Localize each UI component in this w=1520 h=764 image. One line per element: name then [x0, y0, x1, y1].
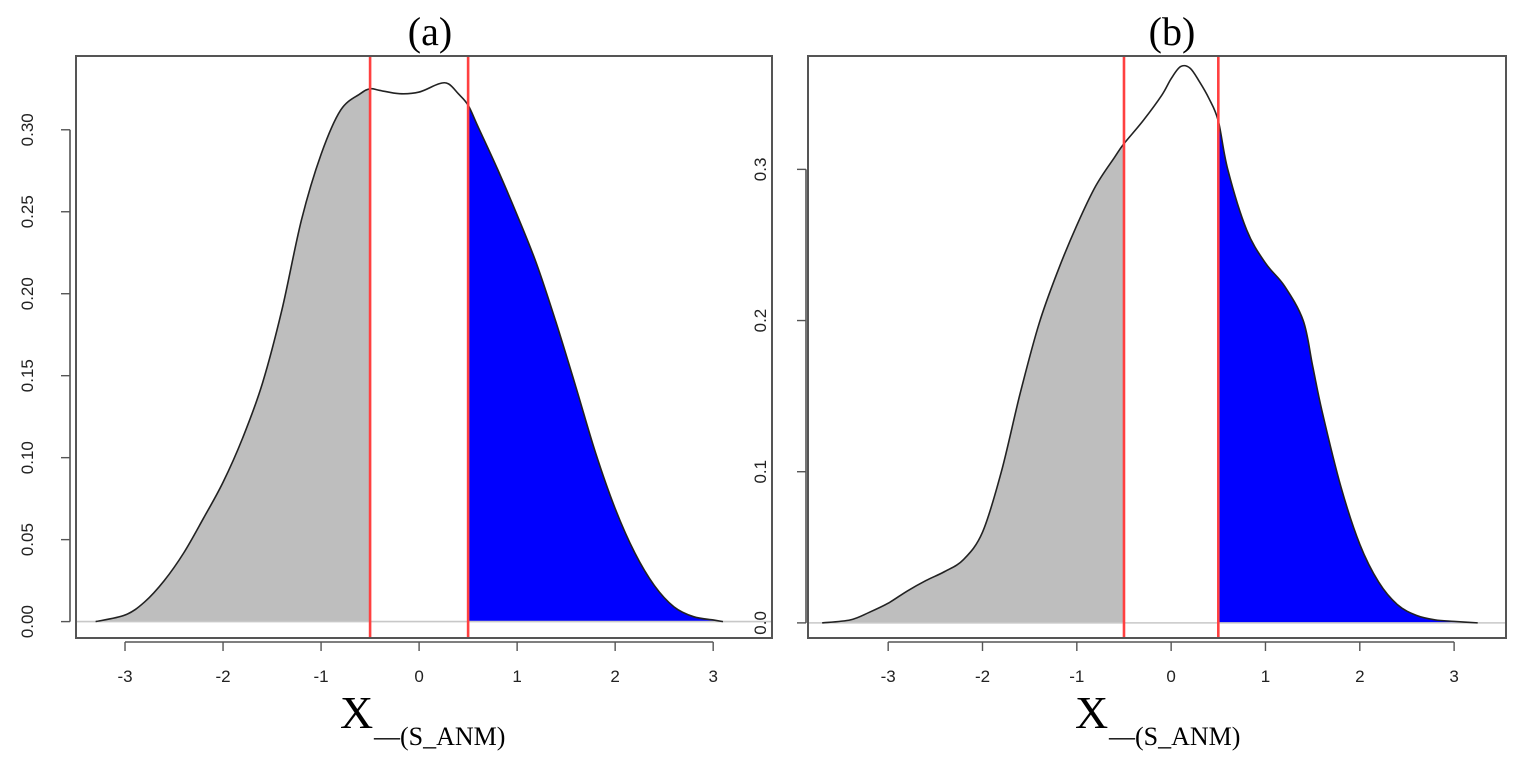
x-axis-label-subscript: —(S_ANM): [373, 722, 505, 751]
x-tick-label: 2: [610, 667, 619, 686]
density-curve: [822, 64, 1478, 624]
x-tick-label: -2: [215, 667, 230, 686]
panel-b: -3 -2 -1 0 1 2 3 0.0 0.1 0.2 0.3 (b) X —(S_ANM): [751, 9, 1507, 751]
right-tail-area: [1218, 121, 1478, 623]
y-tick-label: 0.05: [18, 523, 37, 556]
y-tick-label: 0.20: [18, 277, 37, 310]
x-axis-label-subscript: —(S_ANM): [1108, 722, 1240, 751]
panel-a: -3 -2 -1 0 1 2 3 0.00 0.05 0.10 0.15 0.20 0.25 0.30 (a…: [18, 9, 773, 751]
left-tail-area: [822, 143, 1124, 623]
y-tick-label: 0.2: [751, 309, 770, 333]
y-tick-label: 0.30: [18, 113, 37, 146]
left-tail-area: [95, 88, 371, 622]
x-tick-label: 0: [414, 667, 423, 686]
x-tick-label: -2: [975, 667, 990, 686]
plot-frame: [75, 55, 773, 639]
y-tick-label: 0.15: [18, 359, 37, 392]
panel-title: (a): [408, 9, 452, 54]
plot-frame: [807, 55, 1507, 639]
x-tick-label: 0: [1166, 667, 1175, 686]
x-tick-label: 3: [708, 667, 717, 686]
x-axis-label: X: [340, 687, 373, 738]
y-tick-label: 0.3: [751, 158, 770, 182]
x-tick-label: 1: [1261, 667, 1270, 686]
panel-title: (b): [1149, 9, 1196, 54]
density-curve: [95, 81, 724, 623]
x-tick-label: 2: [1355, 667, 1364, 686]
x-tick-label: 1: [512, 667, 521, 686]
y-tick-label: 0.1: [751, 460, 770, 484]
y-tick-label: 0.0: [751, 611, 770, 635]
x-tick-label: 3: [1449, 667, 1458, 686]
y-tick-label: 0.00: [18, 605, 37, 638]
x-tick-label: -1: [1069, 667, 1084, 686]
x-tick-label: -1: [314, 667, 329, 686]
y-tick-label: 0.10: [18, 441, 37, 474]
y-tick-label: 0.25: [18, 195, 37, 228]
x-tick-label: -3: [117, 667, 132, 686]
x-axis-label: X: [1075, 687, 1108, 738]
x-tick-label: -3: [881, 667, 896, 686]
right-tail-area: [468, 105, 723, 622]
